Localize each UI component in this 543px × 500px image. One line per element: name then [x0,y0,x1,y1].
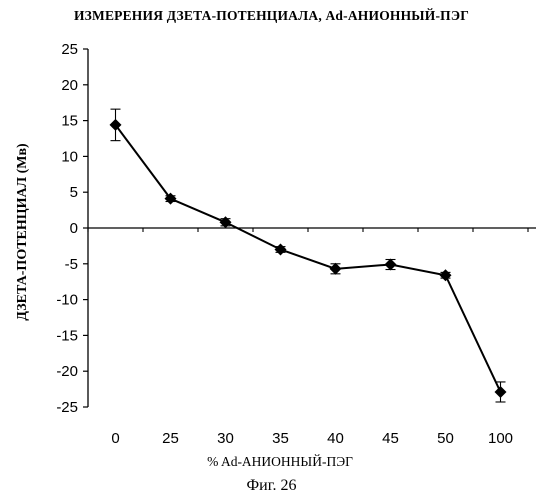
y-tick-label: 20 [61,77,78,94]
y-tick-label: -20 [56,363,78,380]
y-tick-label: 10 [61,148,78,165]
data-series [110,109,507,402]
axes: 2520151050-5-10-15-20-250253035404550100 [56,41,536,447]
y-tick-label: -25 [56,399,78,416]
series-line [116,125,501,392]
figure-caption: Фиг. 26 [0,477,543,495]
y-tick-label: 25 [61,41,78,58]
y-tick-label: 15 [61,113,78,130]
y-tick-label: -15 [56,327,78,344]
y-tick-label: -5 [65,256,78,273]
x-tick-label: 0 [111,430,119,447]
data-point-marker [440,269,452,281]
x-tick-label: 40 [327,430,344,447]
y-axis-label: ДЗЕТА-ПОТЕНЦИАЛ (Мв) [15,143,31,320]
y-tick-label: -10 [56,292,78,309]
data-point-marker [275,243,287,255]
y-tick-label: 5 [70,184,78,201]
x-tick-label: 25 [162,430,179,447]
data-point-marker [495,386,507,398]
y-tick-label: 0 [70,220,78,237]
x-tick-label: 35 [272,430,289,447]
data-point-marker [330,263,342,275]
x-tick-label: 100 [488,430,513,447]
x-tick-label: 50 [437,430,454,447]
data-point-marker [385,259,397,271]
data-point-marker [220,216,232,228]
x-tick-label: 45 [382,430,399,447]
x-axis-label: % Ad-АНИОННЫЙ-ПЭГ [0,454,543,470]
x-tick-label: 30 [217,430,234,447]
